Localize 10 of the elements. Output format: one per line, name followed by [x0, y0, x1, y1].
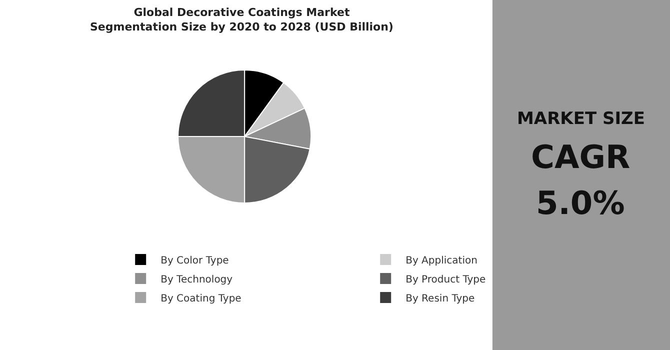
- text: MARKET SIZE: [517, 109, 645, 129]
- text: 5.0%: [536, 184, 625, 222]
- legend-label: By Color Type: [160, 255, 229, 266]
- legend-label: By Technology: [160, 274, 233, 286]
- legend-label: By Application: [406, 255, 478, 266]
- legend-label: By Coating Type: [160, 293, 242, 304]
- text: CAGR: [531, 138, 630, 176]
- legend-label: By Product Type: [406, 274, 486, 286]
- chart-title: Global Decorative Coatings Market Segmentation Size by 2020 to 2028 (USD Billion): [90, 6, 394, 34]
- legend-label: By Resin Type: [406, 293, 475, 304]
